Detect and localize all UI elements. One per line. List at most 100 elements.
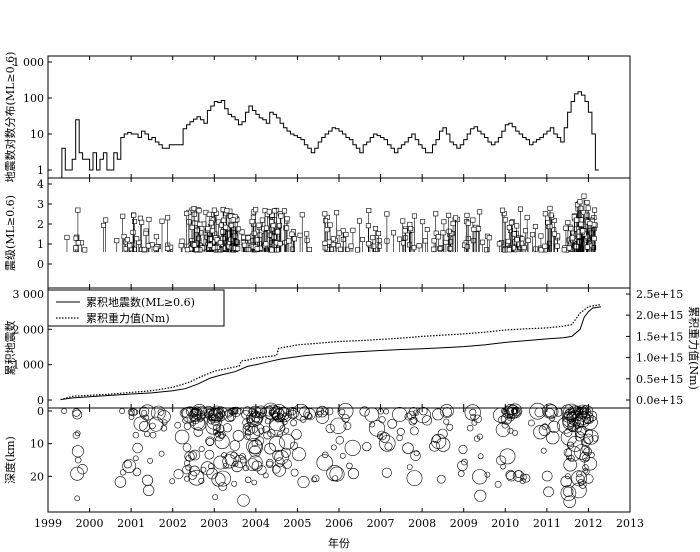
magnitude-marker [574, 217, 580, 223]
magnitude-marker [446, 228, 452, 234]
depth-event-circle [586, 416, 594, 424]
magnitude-marker [197, 221, 203, 227]
depth-event-circle [339, 452, 346, 459]
x-tick-label: 2012 [574, 517, 602, 530]
depth-event-circle [496, 455, 506, 466]
depth-event-circle [584, 474, 594, 484]
magnitude-marker [207, 236, 213, 242]
depth-event-circle [224, 451, 240, 466]
depth-event-circle [208, 463, 215, 470]
magnitude-marker [506, 247, 512, 253]
magnitude-marker [284, 216, 290, 222]
magnitude-marker [500, 207, 506, 213]
x-tick-label: 2008 [408, 517, 436, 530]
depth-event-circle [242, 422, 256, 436]
depth-event-circle [512, 470, 525, 482]
depth-event-circle [198, 477, 205, 484]
depth-event-circle [436, 474, 446, 484]
magnitude-marker [548, 212, 554, 218]
count-y-tick-label: 100 [23, 92, 44, 105]
depth-event-circle [256, 465, 267, 475]
cumulative-y-tick-label: 3 000 [13, 288, 45, 301]
cumulative-y2-tick-label: 0.5e+15 [636, 373, 683, 386]
depth-event-circle [169, 478, 176, 485]
depth-event-circle [461, 458, 468, 466]
magnitude-marker [235, 246, 241, 252]
magnitude-marker [486, 235, 492, 241]
magnitude-marker [257, 232, 263, 238]
depth-event-circle [442, 407, 452, 417]
magnitude-marker [510, 245, 516, 251]
depth-event-circle [248, 455, 263, 470]
depth-event-circle [396, 427, 405, 436]
magnitude-marker [506, 225, 512, 231]
depth-event-circle [264, 443, 276, 455]
magnitude-marker [440, 230, 446, 236]
magnitude-marker [514, 223, 520, 229]
depth-event-circle [325, 423, 335, 434]
depth-event-circle [541, 470, 553, 482]
depth-ylabel: 深度(km) [3, 436, 17, 484]
depth-event-circle [196, 416, 203, 423]
depth-event-circle [346, 462, 353, 469]
depth-event-circle [362, 442, 372, 452]
panel-cumulative: 0 1 000 2 000 3 000 0.0e+15 0.5e+15 1.0e+15 1.5… [13, 288, 684, 407]
depth-event-circle [554, 407, 563, 417]
magnitude-marker [435, 234, 441, 240]
magnitude-marker [127, 243, 133, 249]
magnitude-marker [323, 218, 329, 224]
magnitude-marker [322, 211, 328, 217]
depth-event-circle [272, 449, 284, 461]
depth-event-circle [129, 408, 138, 417]
magnitude-marker [563, 225, 569, 231]
depth-event-circle [184, 475, 190, 482]
depth-event-circle [282, 459, 292, 469]
depth-event-circle [74, 456, 82, 464]
depth-event-circle [132, 431, 140, 439]
magnitude-marker [465, 220, 471, 226]
depth-event-circle [213, 455, 228, 470]
magnitude-marker [191, 206, 197, 212]
magnitude-marker [201, 221, 207, 227]
magnitude-marker [256, 222, 262, 228]
magnitude-marker [82, 247, 88, 253]
magnitude-marker [178, 243, 184, 249]
depth-event-circle [61, 408, 67, 414]
depth-event-circle [472, 469, 488, 485]
magnitude-marker [356, 218, 362, 224]
magnitude-marker [250, 238, 256, 244]
depth-event-circle [311, 476, 317, 483]
magnitude-marker [130, 229, 136, 235]
depth-event-circle [563, 495, 576, 508]
magnitude-marker [286, 238, 292, 244]
magnitude-marker [336, 230, 342, 236]
depth-event-circle [501, 421, 509, 429]
depth-event-circle [563, 409, 576, 422]
depth-event-circle [574, 407, 583, 416]
depth-event-circle [316, 407, 324, 416]
magnitude-marker [522, 228, 528, 234]
magnitude-marker [411, 213, 417, 219]
depth-event-circle [207, 416, 216, 425]
legend-item-earthquakes: 累积地震数(ML≥0.6) [86, 296, 195, 309]
depth-event-circle [409, 426, 419, 436]
depth-event-circle [151, 405, 166, 421]
magnitude-marker [416, 243, 422, 249]
depth-event-circle [560, 485, 577, 501]
depth-event-circle [408, 406, 418, 416]
magnitude-marker [551, 231, 557, 237]
magnitude-marker [561, 247, 567, 253]
depth-event-circle [267, 429, 276, 438]
magnitude-marker [496, 241, 502, 247]
magnitude-marker [277, 241, 283, 247]
depth-event-circle [143, 484, 155, 497]
depth-event-circle [182, 443, 192, 452]
depth-event-circle [222, 454, 237, 469]
depth-event-circle [396, 434, 403, 442]
magnitude-marker [134, 236, 140, 242]
depth-event-circle [503, 409, 510, 416]
magnitude-marker [508, 220, 514, 226]
magnitude-marker [400, 218, 406, 224]
depth-event-circle [364, 407, 380, 423]
depth-event-circle [560, 475, 572, 488]
